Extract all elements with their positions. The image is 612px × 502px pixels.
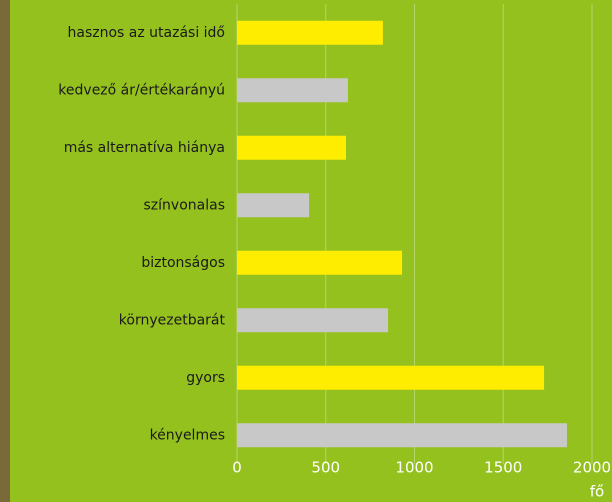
y-tick-label: környezetbarát: [119, 312, 226, 328]
y-tick-label: más alternatíva hiánya: [64, 140, 225, 156]
bar: [237, 21, 383, 45]
y-tick-label: hasznos az utazási idő: [68, 25, 226, 41]
y-tick-label: biztonságos: [141, 255, 225, 271]
bar: [237, 78, 348, 102]
bar: [237, 193, 309, 217]
y-tick-label: kényelmes: [150, 427, 225, 443]
x-tick-label: 1000: [395, 459, 433, 477]
bar: [237, 423, 567, 447]
x-tick-label: 0: [232, 459, 242, 477]
bar: [237, 366, 544, 390]
y-tick-label: gyors: [186, 370, 225, 386]
bar: [237, 251, 402, 275]
y-tick-label: kedvező ár/értékarányú: [58, 82, 225, 98]
x-tick-label: 1500: [484, 459, 522, 477]
bar: [237, 136, 346, 160]
chart: fő 0 500 1000 1500 2000 hasznos az utazási id…: [0, 0, 612, 502]
y-tick-label: színvonalas: [144, 197, 225, 213]
x-tick-label: 2000: [573, 459, 611, 477]
bar: [237, 308, 388, 332]
photo-strip: [0, 0, 10, 502]
unit-label: fő: [590, 483, 604, 501]
x-tick-label: 500: [311, 459, 340, 477]
